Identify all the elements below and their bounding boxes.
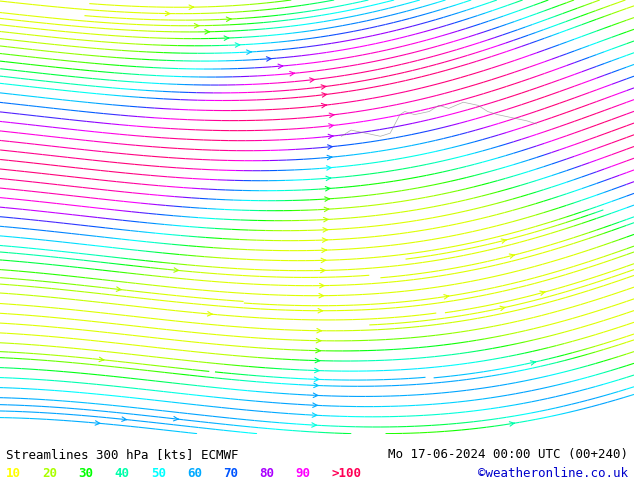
Text: ©weatheronline.co.uk: ©weatheronline.co.uk	[477, 467, 628, 480]
FancyArrowPatch shape	[327, 155, 332, 160]
FancyArrowPatch shape	[509, 254, 514, 258]
FancyArrowPatch shape	[266, 57, 271, 61]
Text: >100: >100	[332, 467, 361, 480]
FancyArrowPatch shape	[314, 368, 320, 373]
FancyArrowPatch shape	[309, 78, 314, 82]
FancyArrowPatch shape	[313, 393, 318, 397]
FancyArrowPatch shape	[99, 357, 104, 362]
FancyArrowPatch shape	[317, 328, 321, 333]
FancyArrowPatch shape	[315, 358, 320, 363]
Text: Streamlines 300 hPa [kts] ECMWF: Streamlines 300 hPa [kts] ECMWF	[6, 448, 239, 461]
FancyArrowPatch shape	[540, 291, 545, 295]
FancyArrowPatch shape	[325, 187, 330, 191]
FancyArrowPatch shape	[509, 422, 514, 426]
FancyArrowPatch shape	[207, 312, 212, 316]
FancyArrowPatch shape	[531, 361, 536, 365]
FancyArrowPatch shape	[278, 64, 283, 69]
FancyArrowPatch shape	[319, 294, 323, 298]
FancyArrowPatch shape	[122, 417, 127, 421]
FancyArrowPatch shape	[501, 239, 506, 243]
Text: 60: 60	[187, 467, 202, 480]
FancyArrowPatch shape	[326, 176, 331, 181]
FancyArrowPatch shape	[312, 423, 316, 427]
Text: 10: 10	[6, 467, 22, 480]
FancyArrowPatch shape	[321, 85, 326, 89]
FancyArrowPatch shape	[323, 228, 328, 232]
FancyArrowPatch shape	[312, 413, 317, 417]
FancyArrowPatch shape	[318, 309, 323, 313]
FancyArrowPatch shape	[314, 383, 318, 388]
FancyArrowPatch shape	[205, 29, 210, 34]
FancyArrowPatch shape	[226, 17, 231, 22]
FancyArrowPatch shape	[329, 113, 334, 118]
FancyArrowPatch shape	[500, 306, 505, 311]
FancyArrowPatch shape	[321, 248, 327, 252]
FancyArrowPatch shape	[116, 287, 121, 292]
FancyArrowPatch shape	[314, 377, 319, 382]
FancyArrowPatch shape	[328, 123, 333, 128]
FancyArrowPatch shape	[174, 268, 179, 272]
FancyArrowPatch shape	[174, 416, 178, 421]
FancyArrowPatch shape	[189, 5, 194, 9]
FancyArrowPatch shape	[323, 218, 328, 222]
FancyArrowPatch shape	[313, 403, 318, 407]
Text: 90: 90	[295, 467, 311, 480]
Text: 50: 50	[151, 467, 166, 480]
FancyArrowPatch shape	[444, 294, 449, 299]
FancyArrowPatch shape	[95, 421, 100, 425]
FancyArrowPatch shape	[247, 50, 251, 54]
Text: 30: 30	[79, 467, 94, 480]
Text: 80: 80	[259, 467, 275, 480]
FancyArrowPatch shape	[321, 103, 327, 108]
FancyArrowPatch shape	[320, 269, 325, 273]
Text: Mo 17-06-2024 00:00 UTC (00+240): Mo 17-06-2024 00:00 UTC (00+240)	[387, 448, 628, 461]
FancyArrowPatch shape	[324, 207, 329, 212]
FancyArrowPatch shape	[165, 11, 170, 16]
FancyArrowPatch shape	[195, 24, 199, 28]
Text: 70: 70	[223, 467, 238, 480]
FancyArrowPatch shape	[224, 36, 229, 40]
FancyArrowPatch shape	[321, 258, 326, 263]
FancyArrowPatch shape	[328, 134, 333, 139]
FancyArrowPatch shape	[320, 283, 324, 288]
Text: 40: 40	[115, 467, 130, 480]
FancyArrowPatch shape	[327, 166, 332, 170]
FancyArrowPatch shape	[316, 339, 321, 343]
FancyArrowPatch shape	[328, 145, 332, 149]
Text: 20: 20	[42, 467, 58, 480]
FancyArrowPatch shape	[316, 348, 320, 353]
FancyArrowPatch shape	[235, 43, 240, 47]
FancyArrowPatch shape	[325, 197, 330, 201]
FancyArrowPatch shape	[322, 93, 327, 97]
FancyArrowPatch shape	[322, 238, 327, 243]
FancyArrowPatch shape	[290, 72, 295, 76]
